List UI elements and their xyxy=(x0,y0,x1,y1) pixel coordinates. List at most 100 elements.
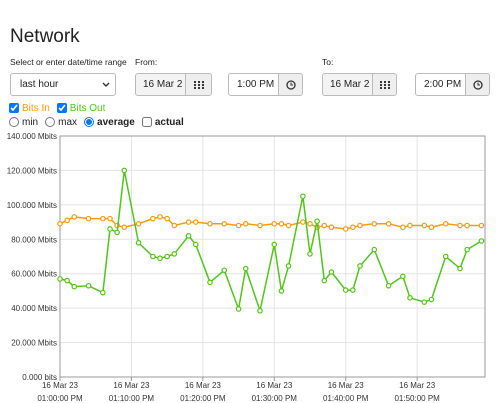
from-date[interactable]: 16 Mar 2 xyxy=(135,73,186,96)
to-date[interactable]: 16 Mar 2 xyxy=(322,73,373,96)
y-tick-label: 120.000 Mbits xyxy=(7,166,57,175)
x-tick-label: 16 Mar 23 xyxy=(399,381,436,390)
x-tick-label: 01:10:00 PM xyxy=(109,394,155,403)
dropdown-arrow xyxy=(102,82,110,87)
data-point xyxy=(257,307,263,314)
to-calendar-button[interactable] xyxy=(372,73,397,96)
data-point xyxy=(207,220,213,227)
checkbox[interactable] xyxy=(141,117,152,127)
data-point xyxy=(464,222,470,229)
data-point xyxy=(350,224,356,231)
data-point xyxy=(285,263,292,269)
data-point xyxy=(85,282,92,289)
data-point xyxy=(278,288,285,294)
data-point xyxy=(242,265,249,272)
data-point xyxy=(64,277,70,284)
data-point xyxy=(357,222,363,229)
option[interactable]: max xyxy=(45,117,77,128)
data-point xyxy=(285,222,292,229)
to-date-value: 16 Mar 2 xyxy=(330,79,370,90)
to-label: To: xyxy=(322,57,334,67)
data-point xyxy=(192,241,199,248)
data-point xyxy=(171,251,178,257)
to-clock-button[interactable] xyxy=(465,73,490,96)
data-point xyxy=(314,218,320,225)
data-point xyxy=(271,220,278,227)
chart: 0.000 bits 20.000 Mbits 40.000 Mbits 60.000… xyxy=(7,132,486,403)
y-tick-label: 80.000 Mbits xyxy=(11,235,57,244)
clock-icon xyxy=(472,79,483,90)
page-title: Network xyxy=(10,26,80,47)
option-label: actual xyxy=(154,116,184,128)
data-point xyxy=(400,273,406,280)
from-time[interactable]: 1:00 PM xyxy=(228,73,279,96)
data-point xyxy=(57,220,63,227)
data-point xyxy=(121,167,128,174)
data-point xyxy=(342,226,349,232)
option[interactable]: actual xyxy=(141,116,184,128)
data-point xyxy=(71,283,78,290)
to-time[interactable]: 2:00 PM xyxy=(415,73,466,96)
to-time-value: 2:00 PM xyxy=(424,79,462,90)
x-tick-label: 16 Mar 23 xyxy=(113,381,150,390)
data-point xyxy=(478,238,485,244)
y-tick-label: 100.000 Mbits xyxy=(7,201,57,210)
data-point xyxy=(385,220,392,227)
data-point xyxy=(307,220,313,227)
x-tick-label: 16 Mar 23 xyxy=(185,381,222,390)
aggregation-options: min max average actual xyxy=(9,114,191,132)
data-point xyxy=(478,222,485,229)
data-point xyxy=(371,220,378,227)
radio[interactable] xyxy=(84,117,95,127)
checkbox[interactable] xyxy=(9,103,19,113)
data-point xyxy=(114,229,120,236)
data-point xyxy=(57,276,63,282)
data-point xyxy=(207,279,213,286)
x-tick-label: 01:50:00 PM xyxy=(394,394,440,403)
checkbox[interactable] xyxy=(56,103,67,113)
data-point xyxy=(271,241,278,248)
x-tick-label: 16 Mar 23 xyxy=(42,381,79,390)
x-tick-label: 01:30:00 PM xyxy=(252,394,298,403)
data-point xyxy=(185,219,192,225)
from-time-value: 1:00 PM xyxy=(237,79,275,90)
data-point xyxy=(221,220,228,227)
option-label: min xyxy=(22,116,39,128)
from-calendar-button[interactable] xyxy=(185,73,212,96)
data-point xyxy=(257,222,263,229)
option-label: max xyxy=(58,116,78,128)
plot-border xyxy=(59,135,486,378)
data-point xyxy=(321,222,328,229)
data-point xyxy=(107,226,113,232)
data-point xyxy=(442,253,449,260)
data-point xyxy=(164,215,170,222)
data-point xyxy=(357,263,363,269)
data-point xyxy=(428,296,435,303)
option[interactable]: average xyxy=(84,117,135,128)
series-line xyxy=(59,170,482,314)
calendar-icon xyxy=(379,80,390,89)
radio[interactable] xyxy=(45,117,56,127)
series-toggle[interactable]: Bits In xyxy=(9,103,50,114)
option[interactable]: min xyxy=(9,117,38,128)
data-point xyxy=(278,220,285,227)
from-clock-button[interactable] xyxy=(278,73,303,96)
series-toggle[interactable]: Bits Out xyxy=(56,103,105,114)
y-tick-label: 0.000 bits xyxy=(22,373,57,382)
clock-icon xyxy=(285,79,296,90)
x-tick-label: 01:40:00 PM xyxy=(323,394,369,403)
y-tick-label: 60.000 Mbits xyxy=(11,270,57,279)
data-point xyxy=(135,239,142,246)
data-point xyxy=(157,255,163,262)
data-point xyxy=(171,222,178,229)
data-point xyxy=(407,295,413,301)
range-select[interactable]: last hour xyxy=(10,73,116,96)
data-point xyxy=(342,287,349,293)
calendar-icon xyxy=(193,80,204,89)
radio[interactable] xyxy=(9,117,19,127)
y-tick-label: 140.000 Mbits xyxy=(7,132,57,141)
from-date-value: 16 Mar 2 xyxy=(143,79,183,90)
data-point xyxy=(442,220,449,227)
data-point xyxy=(400,224,406,231)
